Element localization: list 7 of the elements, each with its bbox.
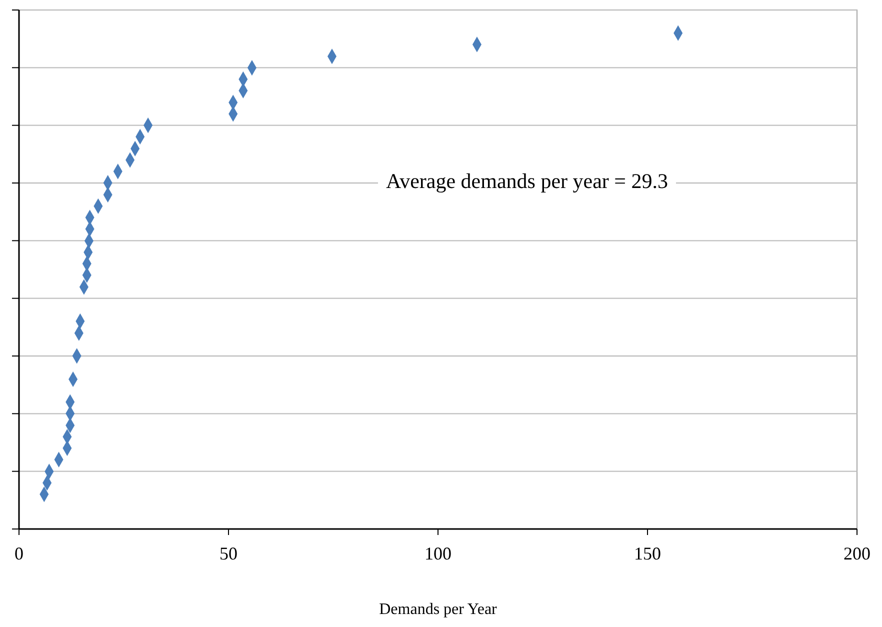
x-tick-label: 150 (634, 544, 661, 564)
x-tick-label: 200 (844, 544, 870, 564)
annotation: Average demands per year = 29.3 (386, 168, 668, 193)
x-tick-label: 0 (14, 544, 24, 564)
x-axis-title: Demands per Year (379, 601, 498, 618)
x-tick-label: 100 (424, 544, 452, 564)
x-tick-label: 50 (220, 544, 238, 564)
